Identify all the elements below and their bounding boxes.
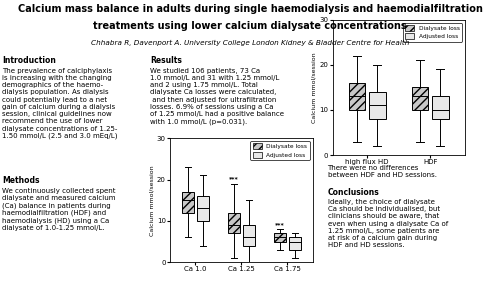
PathPatch shape xyxy=(182,192,194,213)
PathPatch shape xyxy=(228,213,240,233)
Y-axis label: Calcium mmol/session: Calcium mmol/session xyxy=(149,165,154,235)
Legend: Dialysate loss, Adjusted loss: Dialysate loss, Adjusted loss xyxy=(250,141,310,160)
Text: Introduction: Introduction xyxy=(2,56,56,65)
Text: Results: Results xyxy=(150,56,182,65)
PathPatch shape xyxy=(196,196,208,221)
Text: Ideally, the choice of dialysate
Ca should be individualised, but
clinicians sho: Ideally, the choice of dialysate Ca shou… xyxy=(328,199,448,248)
Text: treatments using lower calcium dialysate concentrations: treatments using lower calcium dialysate… xyxy=(93,21,407,31)
Text: Calcium mass balance in adults during single haemodialysis and haemodialfiltrati: Calcium mass balance in adults during si… xyxy=(18,4,482,14)
Text: The prevalence of calciphylaxis
is increasing with the changing
demographics of : The prevalence of calciphylaxis is incre… xyxy=(2,68,118,139)
Text: Chhabra R, Davenport A. University College London Kidney & Bladder Centre for He: Chhabra R, Davenport A. University Colle… xyxy=(91,39,409,46)
PathPatch shape xyxy=(412,87,428,110)
Text: Conclusions: Conclusions xyxy=(328,188,380,197)
Text: We studied 106 patients, 73 Ca
1.0 mmol/L and 31 with 1.25 mmol/L
and 2 using 1.: We studied 106 patients, 73 Ca 1.0 mmol/… xyxy=(150,68,284,125)
Text: Methods: Methods xyxy=(2,176,40,185)
Y-axis label: Calcium mmol/session: Calcium mmol/session xyxy=(312,52,316,123)
Text: We continuously collected spent
dialysate and measured calcium
(Ca) balance in p: We continuously collected spent dialysat… xyxy=(2,188,116,231)
PathPatch shape xyxy=(242,225,254,246)
Legend: Dialysate loss, Adjusted loss: Dialysate loss, Adjusted loss xyxy=(403,23,462,42)
PathPatch shape xyxy=(274,233,286,242)
PathPatch shape xyxy=(369,92,386,119)
PathPatch shape xyxy=(432,96,448,119)
PathPatch shape xyxy=(288,237,300,250)
PathPatch shape xyxy=(349,83,366,110)
Text: There were no differences
between HDF and HD sessions.: There were no differences between HDF an… xyxy=(328,165,436,178)
Text: ***: *** xyxy=(229,177,239,182)
Text: ***: *** xyxy=(275,222,284,227)
